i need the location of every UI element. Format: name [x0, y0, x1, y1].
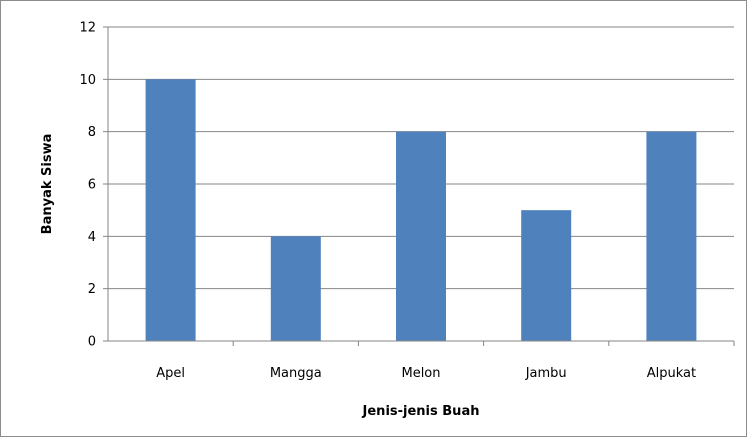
y-tick-labels: 0 2 4 6 8 10 12 [79, 21, 96, 350]
y-tick-label: 6 [88, 178, 96, 193]
x-tick-label: Mangga [270, 366, 322, 381]
x-tick-label: Apel [156, 366, 185, 381]
y-tick-label: 2 [88, 282, 96, 297]
bar-jambu [521, 210, 572, 341]
bar-apel [145, 79, 196, 341]
y-tick-label: 4 [88, 230, 96, 245]
x-tick-label: Alpukat [647, 366, 696, 381]
y-axis-title: Banyak Siswa [40, 134, 55, 235]
bar-melon [396, 131, 446, 341]
y-tick-label: 8 [88, 125, 96, 140]
axes [103, 26, 735, 346]
bar-alpukat [646, 131, 697, 341]
x-tick-label: Jambu [525, 366, 567, 381]
gridlines [108, 26, 734, 290]
y-tick-label: 12 [79, 21, 96, 36]
y-tick-label: 10 [79, 73, 96, 88]
bar-mangga [270, 236, 321, 341]
x-axis-title: Jenis-jenis Buah [362, 404, 480, 419]
x-tick-label: Melon [401, 366, 440, 381]
y-tick-label: 0 [88, 335, 96, 350]
x-tick-labels: Apel Mangga Melon Jambu Alpukat [156, 366, 696, 381]
bars [145, 79, 697, 341]
